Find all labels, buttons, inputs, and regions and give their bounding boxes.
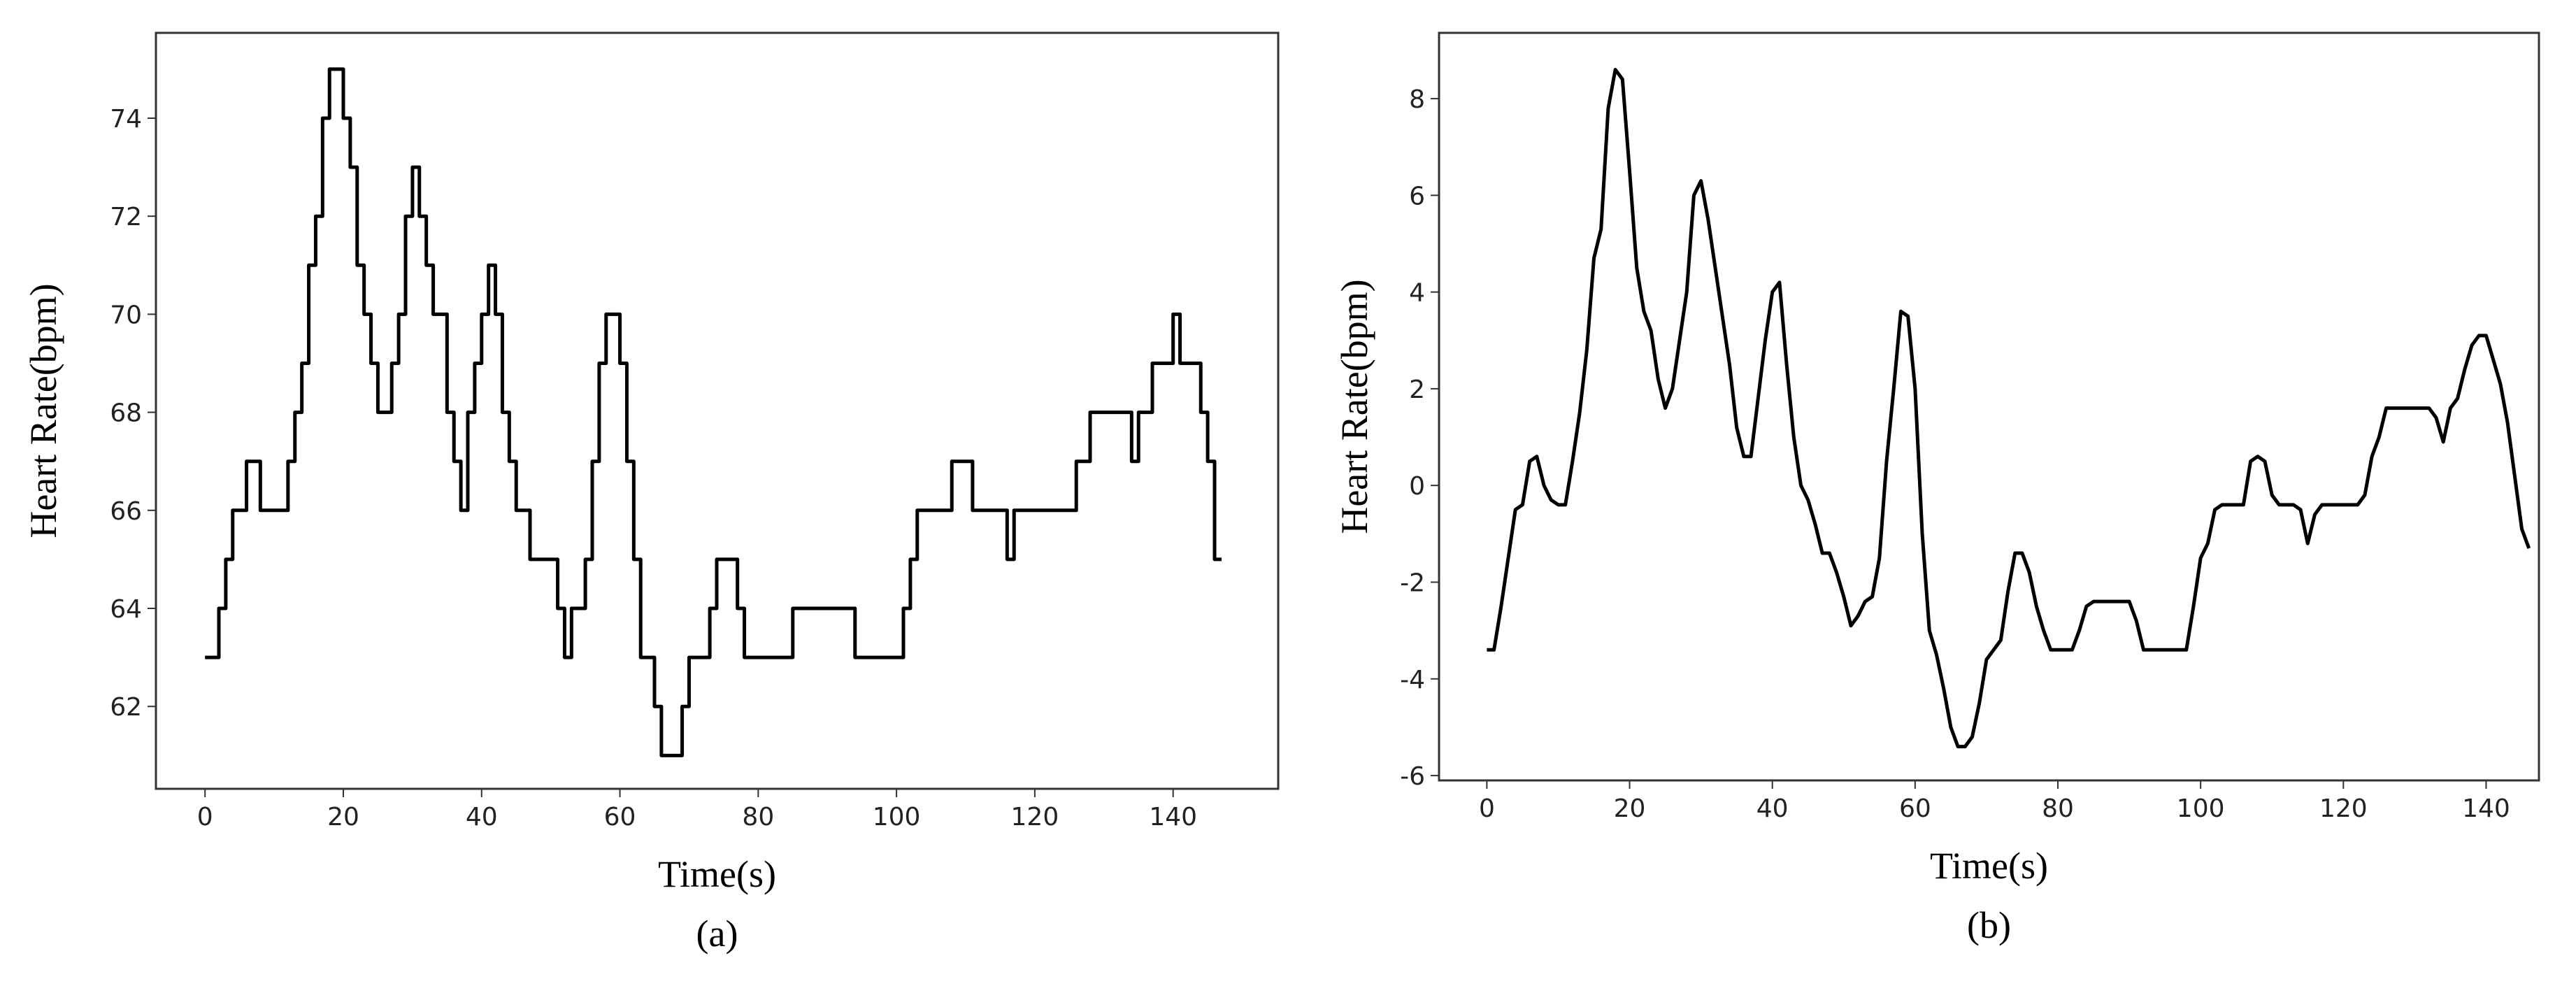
y-tick-label: 74 [110,105,142,134]
x-tick-label: 140 [1149,803,1197,831]
caption: (a) [696,913,738,955]
x-tick-label: 80 [2042,794,2074,823]
x-axis-label: Time(s) [1930,845,2048,887]
y-tick-label: -6 [1400,762,1425,791]
data-line [1487,68,2531,749]
x-tick-label: 40 [1756,794,1789,823]
x-tick-label: 60 [1899,794,1931,823]
plot-frame [155,31,1280,790]
y-tick-label: -2 [1400,569,1425,598]
y-tick-label: 66 [110,497,142,526]
y-tick-label: 72 [110,203,142,231]
y-axis-label: Heart Rate(bpm) [1333,279,1375,534]
plot-frame [1438,31,2540,782]
x-tick-label: 40 [466,803,498,831]
data-line [205,67,1222,757]
x-tick-label: 20 [327,803,359,831]
x-tick-label: 20 [1614,794,1646,823]
x-tick-label: 100 [873,803,921,831]
y-tick-label: 64 [110,595,142,624]
y-tick-label: 70 [110,301,142,329]
y-tick-label: 0 [1409,472,1425,501]
x-tick-label: 60 [604,803,636,831]
x-tick-label: 0 [197,803,213,831]
x-tick-label: 120 [2319,794,2368,823]
y-tick-label: 6 [1409,182,1425,210]
x-tick-label: 100 [2177,794,2225,823]
y-tick-label: 62 [110,693,142,722]
y-tick-label: 2 [1409,376,1425,404]
x-tick-label: 120 [1011,803,1059,831]
y-tick-label: 8 [1409,85,1425,114]
y-tick-label: 68 [110,399,142,428]
y-axis-label: Heart Rate(bpm) [22,283,64,538]
x-tick-label: 80 [742,803,774,831]
caption: (b) [1967,904,2011,946]
x-axis-label: Time(s) [658,853,776,895]
x-tick-label: 140 [2462,794,2510,823]
y-tick-label: 4 [1409,279,1425,308]
x-tick-label: 0 [1479,794,1495,823]
y-tick-label: -4 [1400,666,1425,694]
